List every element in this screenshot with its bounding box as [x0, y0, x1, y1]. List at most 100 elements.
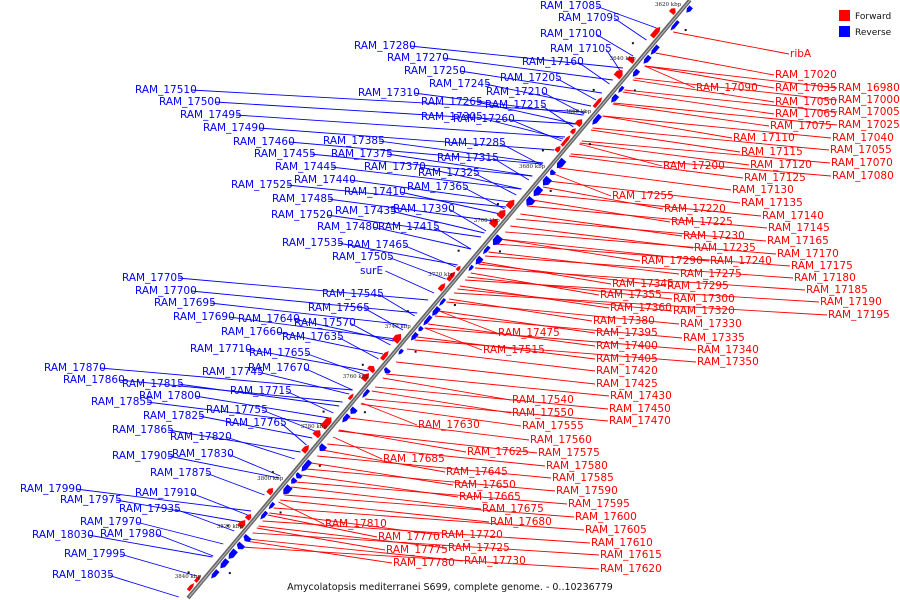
reverse-gene-arrow-31: [410, 331, 419, 341]
forward-gene-arrow-51: [554, 146, 561, 153]
gene-label-ram-17215: RAM_17215: [485, 99, 547, 111]
gene-label-ram-17375: RAM_17375: [331, 148, 393, 160]
gene-label-ram-17675: RAM_17675: [482, 503, 544, 515]
legend-reverse-label: Reverse: [855, 28, 892, 38]
gene-label-ram-17770: RAM_17770: [378, 531, 440, 543]
reverse-gene-arrow-62: [643, 54, 652, 64]
axis-tick-label: 3720 kbp: [428, 272, 455, 278]
gene-label-ram-17210: RAM_17210: [486, 86, 548, 98]
gene-label-ram-17865: RAM_17865: [112, 424, 174, 436]
rna-marker: [588, 143, 591, 146]
gene-label-ram-17590: RAM_17590: [556, 485, 618, 497]
leader-line: [372, 226, 472, 250]
gene-label-ram-17140: RAM_17140: [762, 210, 824, 222]
gene-label-ram-17680: RAM_17680: [490, 516, 552, 528]
reverse-gene-arrow-65: [670, 20, 680, 31]
forward-gene-arrow-1: [186, 583, 195, 592]
leader-line: [644, 65, 838, 89]
leader-line: [492, 157, 530, 181]
leader-line: [655, 52, 775, 76]
gene-label-ram-17635: RAM_17635: [282, 331, 344, 343]
gene-label-ram-17490: RAM_17490: [203, 122, 265, 134]
forward-gene-arrow-45: [505, 199, 515, 210]
gene-label-ram-17730: RAM_17730: [464, 555, 526, 567]
leader-line: [542, 186, 664, 210]
leader-line: [602, 115, 733, 139]
axis-tick-label: 3840 kbp: [175, 574, 202, 580]
leader-line: [225, 436, 295, 460]
leader-line: [258, 127, 555, 151]
leader-line: [467, 276, 673, 300]
gene-label-ram-17800: RAM_17800: [139, 390, 201, 402]
reverse-gene-arrow-32: [418, 325, 424, 332]
gene-label-ram-17515: RAM_17515: [483, 344, 545, 356]
reverse-gene-arrow-27: [384, 367, 391, 374]
gene-label-ram-17970: RAM_17970: [80, 516, 142, 528]
reverse-gene-arrow-49: [550, 169, 556, 176]
leader-line: [273, 507, 585, 531]
gene-label-ram-17170: RAM_17170: [777, 248, 839, 260]
gene-label-ram-17625: RAM_17625: [467, 446, 529, 458]
leader-line: [424, 327, 697, 351]
gene-label-ram-17035: RAM_17035: [775, 82, 837, 94]
leader-line: [613, 102, 838, 126]
leader-line: [570, 153, 832, 177]
reverse-gene-arrow-35: [439, 298, 447, 307]
gene-label-ram-17245: RAM_17245: [429, 78, 491, 90]
leader-line: [527, 205, 768, 229]
leader-line: [602, 115, 832, 139]
gene-label-ram-17765: RAM_17765: [225, 417, 287, 429]
gene-label-ram-17080: RAM_17080: [832, 170, 894, 182]
gene-label-ram-17020: RAM_17020: [775, 69, 837, 81]
reverse-gene-arrow-67: [686, 5, 693, 13]
leader-line: [174, 508, 235, 532]
gene-label-ram-17305: RAM_17305: [421, 111, 483, 123]
gene-label-ram-17495: RAM_17495: [180, 109, 242, 121]
leader-line: [485, 255, 794, 279]
forward-gene-arrow-19: [312, 430, 321, 439]
gene-label-ram-17695: RAM_17695: [154, 297, 216, 309]
leader-line: [473, 172, 517, 196]
reverse-gene-arrow-39: [468, 264, 474, 271]
leader-line: [396, 361, 596, 385]
reverse-gene-arrow-13: [283, 484, 293, 495]
leader-line: [406, 348, 596, 372]
gene-label-ram-17455: RAM_17455: [254, 148, 316, 160]
genome-caption: Amycolatopsis mediterranei S699, complet…: [287, 582, 613, 593]
reverse-gene-arrow-50: [556, 157, 567, 169]
reverse-gene-arrow-42: [492, 234, 503, 246]
leader-line: [595, 5, 657, 29]
leader-line: [332, 436, 383, 460]
leader-line: [284, 494, 575, 518]
leader-line: [330, 166, 522, 190]
rna-marker: [633, 89, 636, 92]
forward-gene-arrow-59: [613, 70, 623, 80]
gene-label-ram-17365: RAM_17365: [407, 181, 469, 193]
leader-line: [402, 244, 457, 268]
leader-line: [577, 61, 610, 85]
gene-label-ram-17650: RAM_17650: [454, 479, 516, 491]
gene-label-ram-17720: RAM_17720: [441, 529, 503, 541]
gene-label-riba: ribA: [790, 48, 812, 60]
leader-line: [414, 339, 697, 363]
rna-marker: [498, 250, 501, 253]
reverse-gene-arrow-10: [260, 510, 269, 520]
rna-marker: [684, 29, 687, 31]
gene-label-ram-17380: RAM_17380: [593, 315, 655, 327]
reverse-gene-arrow-33: [423, 315, 433, 326]
gene-label-ram-17980: RAM_17980: [100, 528, 162, 540]
axis-tick-label: 3700 kbp: [474, 218, 501, 224]
forward-gene-arrow-43: [488, 218, 498, 229]
gene-labels: RAM_17085RAM_17095RAM_17100RAM_17105RAM_…: [20, 0, 900, 581]
leader-line: [235, 114, 566, 138]
gene-label-ram-17425: RAM_17425: [596, 378, 658, 390]
forward-gene-arrow-56: [592, 97, 603, 109]
gene-label-ram-17545: RAM_17545: [322, 288, 384, 300]
gene-label-ram-17860: RAM_17860: [63, 374, 125, 386]
leader-line: [454, 292, 828, 316]
gene-label-ram-17810: RAM_17810: [325, 518, 387, 530]
legend-forward-label: Forward: [855, 12, 891, 22]
rna-marker: [406, 310, 409, 313]
rna-marker: [363, 411, 366, 414]
gene-label-ram-17065: RAM_17065: [775, 108, 837, 120]
